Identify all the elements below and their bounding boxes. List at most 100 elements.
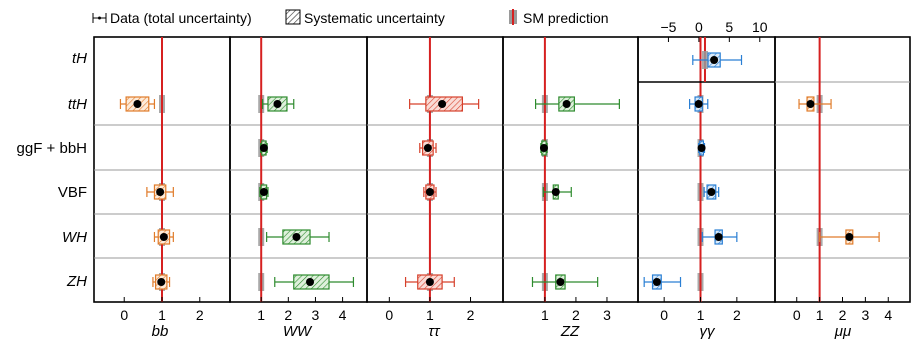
data-point-zh [643, 273, 704, 291]
tick-label: 2 [196, 307, 204, 323]
panel-label-ww: WW [283, 323, 313, 340]
tick-label: 2 [284, 307, 292, 323]
tick-label: 2 [467, 307, 475, 323]
row-label-vbf: VBF [58, 184, 87, 201]
tick-label: 3 [312, 307, 320, 323]
inset-tick-label: 10 [752, 19, 768, 35]
panel-label-mumu: μμ [834, 323, 851, 340]
data-point-ggf-bbh [697, 139, 706, 157]
panel-labels: bb WW ττ ZZ γγ μμ [152, 323, 852, 340]
data-point-zh [152, 273, 171, 291]
legend-data-label: Data (total uncertainty) [110, 10, 252, 26]
central-value [159, 233, 168, 241]
data-point-tth [798, 95, 832, 113]
central-value [292, 233, 301, 241]
tick-label: 1 [541, 307, 549, 323]
central-value [157, 278, 166, 286]
tick-label: 2 [733, 307, 741, 323]
data-point-ggf-bbh [539, 139, 548, 157]
panel-ww: 1 2 3 4 [229, 36, 368, 323]
data-point-tth [409, 95, 480, 113]
central-value [714, 233, 723, 241]
tick-label: 1 [257, 307, 265, 323]
row-labels: tH ttH ggF + bbH VBF WH ZH [17, 50, 88, 290]
data-point-wh [816, 228, 880, 246]
tick-label: 3 [603, 307, 611, 323]
tick-label: 0 [120, 307, 128, 323]
panel-label-zz: ZZ [560, 323, 580, 340]
central-value [423, 144, 432, 152]
central-value [425, 278, 434, 286]
panel-zz: 1 2 3 [502, 36, 639, 323]
central-value [707, 188, 716, 196]
data-point-vbf [423, 183, 437, 201]
data-point-zh [404, 273, 455, 291]
row-label-zh: ZH [66, 273, 87, 290]
data-point-tth [119, 95, 165, 113]
legend-data-icon [92, 13, 107, 23]
tick-label: 1 [426, 307, 434, 323]
data-point-ggf-bbh [419, 139, 437, 157]
central-value [694, 100, 703, 108]
data-point-vbf [697, 183, 720, 201]
tick-label: 1 [816, 307, 824, 323]
row-label-th: tH [72, 50, 87, 67]
central-value [438, 100, 447, 108]
inset-central-value [710, 56, 719, 64]
tick-label: 3 [861, 307, 869, 323]
central-value [156, 188, 165, 196]
central-value [425, 188, 434, 196]
data-point-vbf [146, 183, 174, 201]
legend-systematic-label: Systematic uncertainty [304, 10, 445, 26]
central-value [562, 100, 571, 108]
row-label-tth: ttH [68, 96, 87, 113]
panel-gammagamma: 0 1 2 −5 0 5 10 [637, 19, 776, 323]
data-point-zh [531, 273, 599, 291]
data-point-wh [258, 228, 330, 246]
tick-label: 0 [793, 307, 801, 323]
central-value [273, 100, 282, 108]
inset-tick-label: −5 [660, 19, 676, 35]
central-value [806, 100, 815, 108]
data-point-zh [258, 273, 355, 291]
panel-tautau: 0 1 2 [366, 36, 504, 323]
data-point-vbf [258, 183, 269, 201]
data-point-tth [689, 95, 709, 113]
central-value [133, 100, 142, 108]
panel-bb: 0 1 2 [93, 36, 231, 323]
central-value [551, 188, 560, 196]
data-point-vbf [541, 183, 572, 201]
panel-label-tautau: ττ [428, 323, 441, 340]
panel-label-gammagamma: γγ [700, 323, 717, 340]
tick-label: 4 [884, 307, 892, 323]
inset-tick-label: 0 [695, 19, 703, 35]
tick-label: 2 [839, 307, 847, 323]
legend-systematic-icon [285, 9, 301, 25]
data-point-ggf-bbh [258, 139, 268, 157]
legend: Data (total uncertainty) Systematic unce… [92, 9, 609, 26]
legend-sm-label: SM prediction [523, 10, 609, 26]
central-value [306, 278, 315, 286]
central-value [652, 278, 661, 286]
central-value [697, 144, 706, 152]
central-value [845, 233, 854, 241]
central-value [539, 144, 548, 152]
panel-label-bb: bb [152, 323, 169, 340]
data-point-wh [697, 228, 738, 246]
legend-sm-icon [509, 9, 517, 25]
central-value [259, 144, 268, 152]
tick-label: 1 [697, 307, 705, 323]
central-value [259, 188, 268, 196]
data-point-tth [258, 95, 295, 113]
data-point-tth [534, 95, 620, 113]
row-label-ggf: ggF + bbH [17, 140, 87, 157]
tick-label: 0 [385, 307, 393, 323]
data-point-wh [153, 228, 174, 246]
tick-label: 1 [158, 307, 166, 323]
row-label-wh: WH [62, 229, 87, 246]
tick-label: 4 [339, 307, 347, 323]
inset-tick-label: 5 [725, 19, 733, 35]
central-value [556, 278, 565, 286]
